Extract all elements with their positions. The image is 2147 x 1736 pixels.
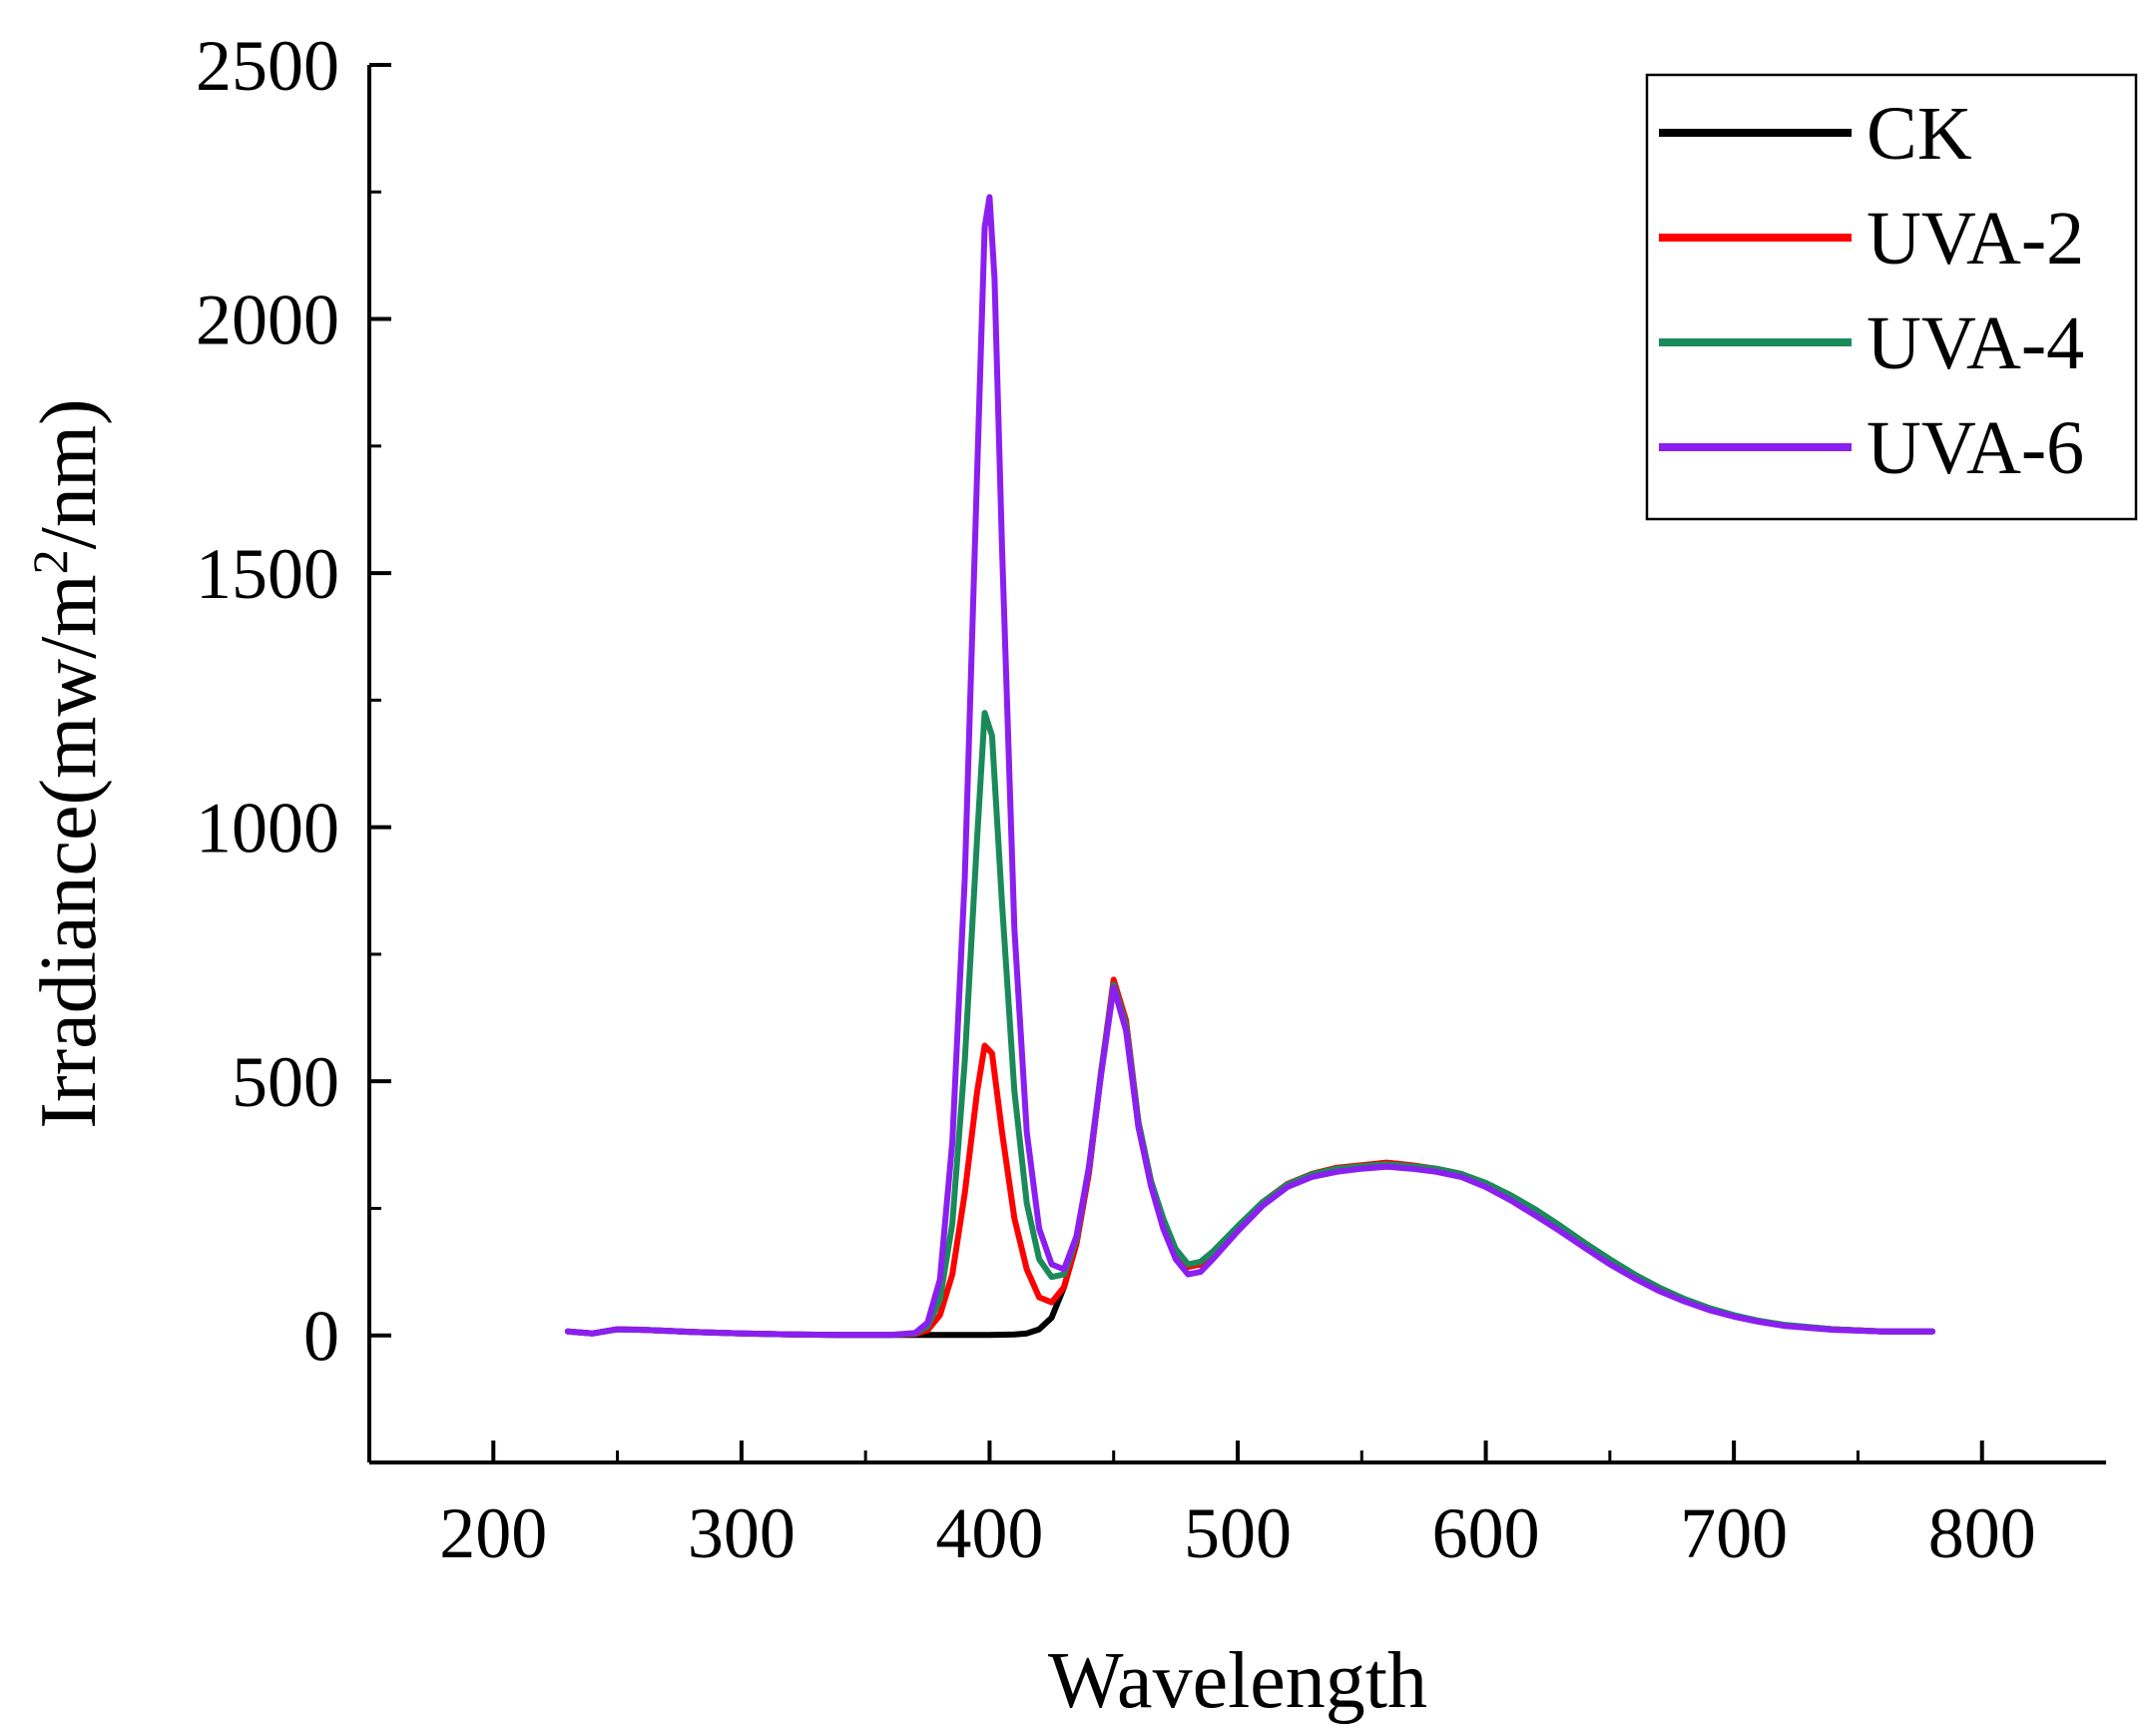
y-axis-title-end: /nm) bbox=[25, 398, 113, 549]
x-axis-title: Wavelength bbox=[1048, 1637, 1427, 1725]
y-tick-label: 0 bbox=[303, 1297, 339, 1377]
y-tick-label: 1500 bbox=[196, 534, 339, 614]
y-axis-title-main: Irradiance(mw/m bbox=[25, 574, 113, 1128]
y-axis-title-superscript: 2 bbox=[22, 549, 78, 574]
legend-items: CK UVA-2 UVA-4 UVA-6 bbox=[1659, 92, 2084, 490]
legend: CK UVA-2 UVA-4 UVA-6 bbox=[1645, 73, 2138, 521]
x-tick-label: 700 bbox=[1680, 1493, 1788, 1573]
x-tick-label: 300 bbox=[688, 1493, 796, 1573]
plot-lines bbox=[564, 194, 1935, 1339]
x-tick-label: 400 bbox=[935, 1493, 1043, 1573]
x-tick-label: 600 bbox=[1432, 1493, 1540, 1573]
axes: 200 300 400 500 600 700 800 0 500 1000 1500 2000 250… bbox=[196, 26, 2106, 1573]
legend-label-uva-6: UVA-6 bbox=[1867, 406, 2084, 490]
y-tick-label: 1000 bbox=[196, 789, 339, 868]
y-axis-title: Irradiance(mw/m2/nm) bbox=[22, 398, 113, 1128]
x-tick-label: 200 bbox=[439, 1493, 547, 1573]
y-tick-label: 2000 bbox=[196, 281, 339, 360]
x-tick-label: 500 bbox=[1184, 1493, 1292, 1573]
series-line-uva-6 bbox=[564, 194, 1935, 1339]
x-tick-label: 800 bbox=[1928, 1493, 2036, 1573]
legend-label-uva-2: UVA-2 bbox=[1867, 197, 2084, 281]
y-tick-label: 500 bbox=[232, 1042, 339, 1122]
legend-label-uva-4: UVA-4 bbox=[1867, 301, 2084, 385]
legend-label-ck: CK bbox=[1867, 92, 1972, 176]
y-tick-label: 2500 bbox=[196, 26, 339, 106]
